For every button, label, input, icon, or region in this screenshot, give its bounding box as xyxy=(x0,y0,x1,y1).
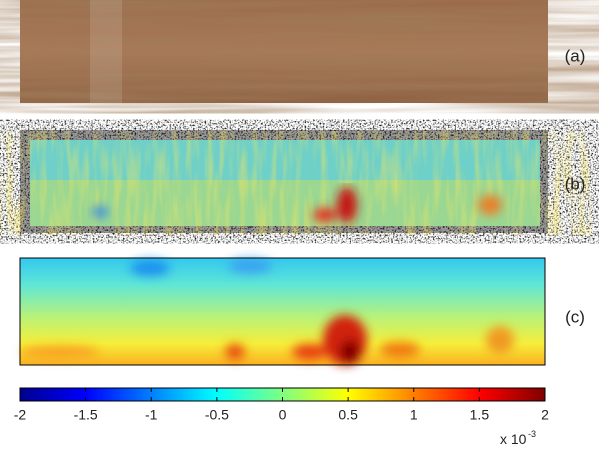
colorbar-exponent: -3 xyxy=(528,429,536,439)
tick-label: 1.5 xyxy=(470,407,490,423)
tick-label: -2 xyxy=(14,407,27,423)
colorbar-multiplier: x 10 xyxy=(500,431,527,447)
panel-label: (a) xyxy=(565,46,586,65)
tick-label: 1 xyxy=(410,407,418,423)
panel-b-image xyxy=(20,130,548,233)
panel-c-image xyxy=(19,257,546,366)
tick-label: -0.5 xyxy=(205,407,229,423)
tick-label: -1 xyxy=(145,407,158,423)
panel-label: (c) xyxy=(565,307,585,326)
tick-label: 0.5 xyxy=(338,407,358,423)
tick-label: -1.5 xyxy=(74,407,98,423)
tick-label: 0 xyxy=(279,407,287,423)
panel-label: (b) xyxy=(565,174,586,193)
panel-a-image xyxy=(20,0,548,103)
tick-label: 2 xyxy=(541,407,549,423)
